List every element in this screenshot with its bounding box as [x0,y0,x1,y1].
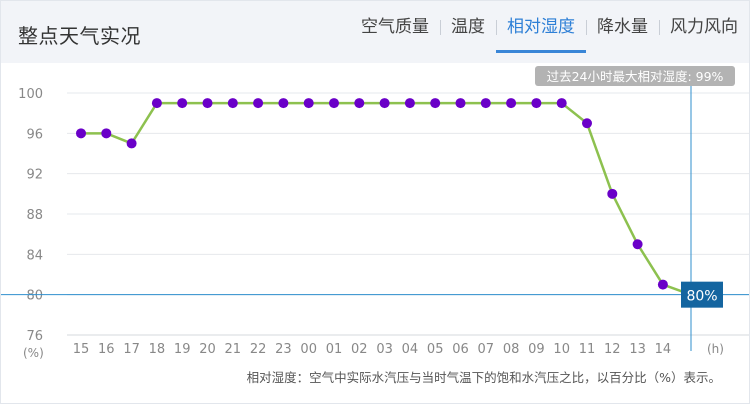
data-point [202,98,213,109]
tab-temperature[interactable]: 温度 [440,1,496,53]
x-tick-label: 11 [579,342,596,357]
data-point [177,98,188,109]
data-point [607,188,618,199]
humidity-series-line [81,101,692,296]
current-value-badge [681,281,723,308]
x-tick-label: 16 [98,342,115,357]
data-point [556,98,567,109]
data-point [101,128,112,139]
tab-bar: 空气质量 温度 相对湿度 降水量 风力风向 [350,1,749,53]
data-point [430,98,441,109]
x-tick-label: 20 [199,342,216,357]
x-tick-label: 19 [174,342,191,357]
data-point [480,98,491,109]
data-point [632,239,643,250]
data-point [303,98,314,109]
data-point [126,138,137,149]
y-tick-label: 80 [26,289,43,304]
tab-air-quality[interactable]: 空气质量 [361,17,429,37]
data-point [76,128,86,139]
x-tick-label: 12 [604,342,621,357]
y-tick-label: 100 [18,87,43,102]
data-point [151,98,162,109]
x-tick-label: 13 [629,342,646,357]
x-axis-unit: (h) [707,342,724,356]
tab-precipitation[interactable]: 降水量 [586,1,659,53]
x-tick-label: 06 [452,342,469,357]
x-tick-label: 09 [528,342,545,357]
max-humidity-note: 过去24小时最大相对湿度: 99% [547,69,724,84]
x-tick-label: 23 [275,342,292,357]
current-value-label: 80% [686,289,717,305]
tab-relative-humidity[interactable]: 相对湿度 [496,1,586,53]
humidity-footnote: 相对湿度：空气中实际水汽压与当时气温下的饱和水汽压之比，以百分比（%）表示。 [247,370,721,385]
data-point [455,98,466,109]
y-tick-label: 84 [26,248,43,263]
y-tick-label: 96 [26,127,43,142]
x-tick-label: 08 [503,342,520,357]
y-axis-unit: (%) [23,346,44,360]
data-point [657,279,668,290]
x-tick-label: 05 [427,342,444,357]
data-point [354,98,365,109]
y-tick-label: 76 [26,329,43,344]
x-tick-label: 21 [225,342,242,357]
y-tick-label: 88 [26,208,43,223]
data-point [227,98,238,109]
x-tick-label: 02 [351,342,368,357]
data-point [379,98,390,109]
data-point [582,118,592,129]
tab-wind[interactable]: 风力风向 [659,1,749,53]
x-tick-label: 22 [250,342,267,357]
humidity-line-chart: 76 80 84 88 92 96 100 (%) 15 16 17 18 19 20 21 22 23 00 01… [1,66,749,385]
data-point [506,98,517,109]
x-tick-label: 01 [326,342,343,357]
x-tick-label: 15 [73,342,90,357]
widget-header: 整点天气实况 空气质量 温度 相对湿度 降水量 风力风向 [1,1,749,63]
data-point [531,98,542,109]
data-point [404,98,415,109]
x-tick-label: 14 [655,342,672,357]
x-tick-label: 04 [402,342,419,357]
widget-title: 整点天气实况 [18,24,141,48]
max-humidity-badge [535,66,735,86]
y-tick-label: 92 [26,168,43,183]
x-tick-label: 07 [478,342,495,357]
data-point [253,98,264,109]
x-tick-label: 03 [376,342,393,357]
x-tick-label: 10 [553,342,570,357]
humidity-chart: 76 80 84 88 92 96 100 (%) 15 16 17 18 19 20 21 22 23 00 01… [1,63,749,403]
data-point [278,98,289,109]
x-tick-label: 18 [149,342,166,357]
x-tick-label: 17 [123,342,140,357]
x-tick-label: 00 [300,342,317,357]
data-point [329,98,339,109]
